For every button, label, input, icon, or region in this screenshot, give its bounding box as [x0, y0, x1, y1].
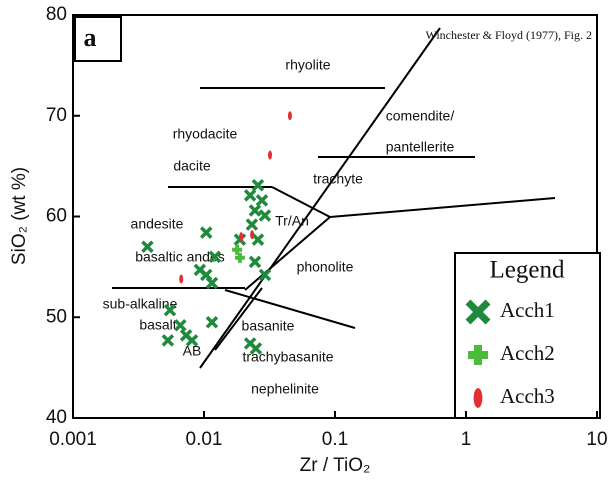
point [174, 319, 187, 332]
point [205, 276, 219, 290]
y-axis-label: SiO₂ (wt %) [9, 167, 30, 265]
boundary [244, 216, 331, 291]
point [248, 255, 262, 269]
point [199, 226, 213, 239]
point [258, 209, 272, 222]
point [287, 111, 292, 121]
field-label: basalt [139, 317, 176, 333]
point [161, 334, 175, 347]
legend-label: Acch2 [500, 341, 555, 365]
point [205, 316, 219, 329]
legend-title: Legend [490, 257, 565, 284]
x-tick-label: 0.1 [322, 429, 348, 450]
field-label: Tr/An [275, 213, 309, 229]
point [243, 189, 257, 202]
field-label: nephelinite [251, 381, 319, 397]
point [249, 342, 263, 355]
point [245, 218, 259, 231]
point [232, 244, 243, 255]
point [163, 303, 177, 317]
boundary [271, 186, 331, 218]
x-axis-label: Zr / TiO₂ [300, 455, 371, 476]
field-label: sub-alkaline [103, 296, 178, 312]
point [267, 150, 272, 160]
panel-label: a [84, 23, 97, 52]
legend-marker [465, 299, 491, 325]
point [255, 194, 269, 207]
boundary [199, 27, 441, 369]
field-label: basanite [242, 318, 295, 334]
boundary [224, 289, 356, 329]
source-note: Winchester & Floyd (1977), Fig. 2 [426, 28, 593, 42]
point [258, 268, 272, 282]
field-label: andesite [131, 216, 184, 232]
x-tick-label: 0.01 [186, 429, 223, 450]
field-label: basaltic andes [135, 249, 225, 265]
point [248, 204, 262, 217]
y-tick-label: 70 [46, 105, 67, 126]
point [251, 179, 265, 192]
boundary [329, 197, 556, 218]
legend-marker [473, 388, 483, 408]
field-label: pantellerite [386, 139, 455, 155]
field-label: comendite/ [386, 108, 455, 124]
field-label: rhyolite [285, 57, 330, 73]
legend-marker [468, 345, 488, 365]
panel-box [74, 16, 122, 62]
point [141, 240, 154, 253]
legend-label: Acch1 [500, 298, 555, 322]
field-label: phonolite [297, 259, 354, 275]
x-tick-label: 0.001 [49, 429, 97, 450]
y-tick-label: 80 [46, 4, 67, 25]
y-tick-label: 50 [46, 306, 67, 327]
point [239, 232, 244, 242]
legend-label: Acch3 [500, 384, 555, 408]
boundary [214, 287, 263, 351]
field-label: dacite [173, 158, 211, 174]
point [185, 334, 199, 347]
field-label: trachyte [313, 171, 363, 187]
field-label: AB [183, 343, 202, 359]
field-label: rhyodacite [173, 126, 238, 142]
point [251, 233, 265, 246]
x-tick-label: 10 [586, 429, 607, 450]
point [208, 250, 222, 264]
point [179, 274, 184, 284]
x-tick-label: 1 [461, 429, 472, 450]
y-tick-label: 40 [46, 407, 67, 428]
point [250, 230, 255, 240]
field-label: trachybasanite [242, 349, 333, 365]
point [234, 252, 245, 263]
y-tick-label: 60 [46, 206, 67, 227]
